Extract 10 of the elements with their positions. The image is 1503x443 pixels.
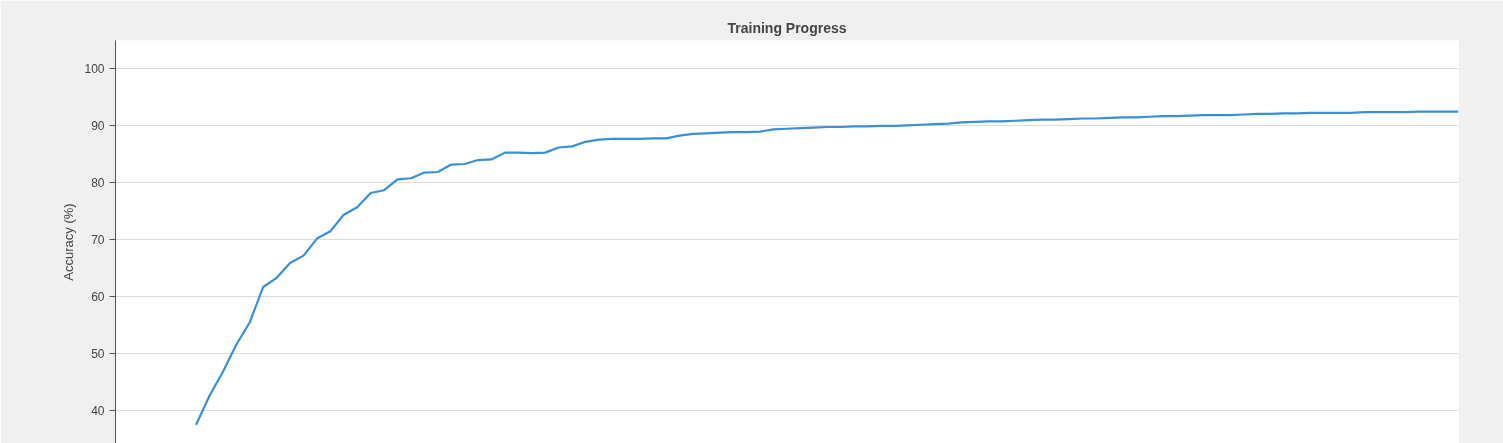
- y-tick-label: 50: [91, 347, 105, 362]
- y-axis-title: Accuracy (%): [61, 203, 77, 281]
- y-tick-label: 100: [84, 62, 105, 77]
- line-series: [194, 110, 1459, 426]
- y-tick-label: 60: [91, 290, 105, 305]
- chart-title: Training Progress: [727, 19, 847, 36]
- y-tick-label: 40: [91, 403, 105, 418]
- y-tick-label: 70: [91, 233, 105, 248]
- y-tick-label: 80: [91, 176, 105, 191]
- y-tick-label: 90: [91, 119, 105, 134]
